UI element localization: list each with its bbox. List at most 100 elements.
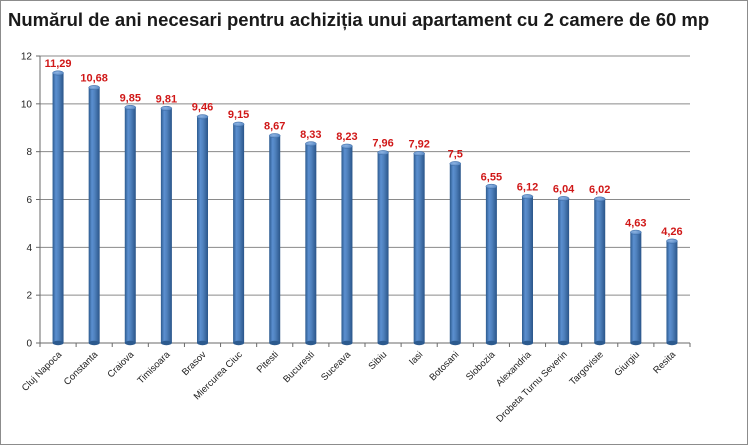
y-tick-label: 10 (21, 99, 33, 110)
data-label: 9,85 (120, 92, 141, 104)
y-tick-label: 12 (21, 52, 33, 63)
data-label: 8,67 (264, 121, 285, 133)
y-tick-labels: 0 2 4 6 8 10 12 (21, 52, 33, 350)
bar-cap (630, 229, 642, 235)
bar-cap (341, 143, 353, 149)
x-tick-label: Giurgiu (613, 349, 642, 378)
gridlines (40, 55, 690, 296)
bar-base (377, 340, 389, 346)
data-label: 6,55 (481, 171, 502, 183)
bar-cap (88, 85, 100, 91)
data-label: 8,33 (300, 129, 321, 141)
data-label: 7,92 (408, 139, 429, 151)
bar-body (197, 116, 208, 343)
bar-base (269, 340, 281, 346)
bar (377, 150, 389, 346)
x-tick-label: Slobozia (464, 349, 498, 383)
bar (232, 121, 245, 346)
bar-body (124, 107, 136, 343)
bar-base (630, 340, 642, 346)
bar-body (413, 153, 425, 343)
data-label: 10,68 (80, 73, 108, 85)
y-tick-label: 2 (26, 291, 32, 302)
bar-body (233, 124, 245, 343)
bar-body (666, 241, 678, 343)
y-tick-label: 8 (26, 147, 32, 158)
data-label: 9,46 (192, 102, 213, 114)
bar-cap (268, 133, 281, 139)
bar-base (305, 340, 317, 346)
x-tick-label: Drobeta Turnu Severin (494, 349, 569, 424)
x-tick-label: Resita (651, 349, 678, 376)
bar-cap (449, 161, 462, 167)
bar-body (305, 143, 317, 343)
bar (666, 238, 678, 346)
bar-base (124, 340, 136, 346)
bar (413, 151, 425, 346)
bar (593, 196, 606, 346)
x-tick-label: Constanta (62, 349, 101, 388)
bar-base (52, 340, 64, 346)
data-label: 8,23 (336, 131, 357, 143)
bar-base (666, 340, 678, 346)
bar-cap (666, 238, 678, 244)
bar-cap (521, 194, 534, 200)
bar (196, 114, 209, 346)
bar-body (485, 186, 497, 343)
x-tick-label: Bucuresti (281, 349, 317, 385)
x-tick-label: Craiova (105, 349, 136, 380)
bar-base (88, 340, 100, 346)
bar-base (341, 340, 353, 346)
bar (52, 70, 64, 346)
bar-body (449, 163, 461, 343)
bar-body (341, 146, 353, 343)
y-tick-label: 6 (26, 195, 32, 206)
x-tick-label: Suceava (319, 349, 353, 383)
bar (485, 183, 498, 346)
bar-body (160, 108, 172, 343)
bar-cap (485, 183, 498, 189)
data-label: 7,5 (448, 149, 463, 161)
x-tick-label: Pitesti (255, 349, 281, 375)
data-label: 6,04 (553, 184, 575, 196)
bar-base (197, 340, 208, 346)
bar (557, 196, 570, 346)
bar-cap (232, 121, 245, 127)
bar-cap (593, 196, 606, 202)
bar-base (594, 340, 606, 346)
bar (449, 161, 462, 346)
bar (124, 104, 137, 346)
bar-base (485, 340, 497, 346)
bar-body (630, 232, 642, 343)
bar-base (558, 340, 570, 346)
bar (521, 194, 534, 346)
x-tick-label: Timisoara (135, 349, 173, 387)
bar-cap (305, 141, 317, 147)
x-tick-label: Cluj Napoca (20, 349, 65, 394)
bar-base (449, 340, 461, 346)
bar-cap (196, 114, 209, 120)
x-tick-label: Targoviste (567, 349, 605, 387)
axes (36, 55, 691, 347)
y-tick-label: 0 (26, 339, 32, 350)
bar-base (233, 340, 245, 346)
bar-body (377, 152, 389, 343)
bar-base (160, 340, 172, 346)
bar-body (594, 199, 606, 343)
bar-body (269, 135, 281, 343)
bar-body (522, 196, 533, 343)
x-tick-label: Iasi (407, 349, 425, 367)
bar-base (522, 340, 533, 346)
y-tick-label: 4 (26, 243, 32, 254)
data-label: 6,12 (517, 182, 538, 194)
x-tick-label: Brasov (180, 349, 209, 378)
x-tick-label: Sibiu (366, 349, 389, 372)
bar (341, 143, 353, 346)
bars (52, 70, 678, 346)
data-label: 9,15 (228, 109, 249, 121)
data-labels: 11,29 10,68 9,85 9,81 9,46 9,15 8,67 8,33 8,23 7,… (45, 58, 683, 238)
bar-body (88, 87, 100, 343)
data-label: 9,81 (156, 93, 177, 105)
